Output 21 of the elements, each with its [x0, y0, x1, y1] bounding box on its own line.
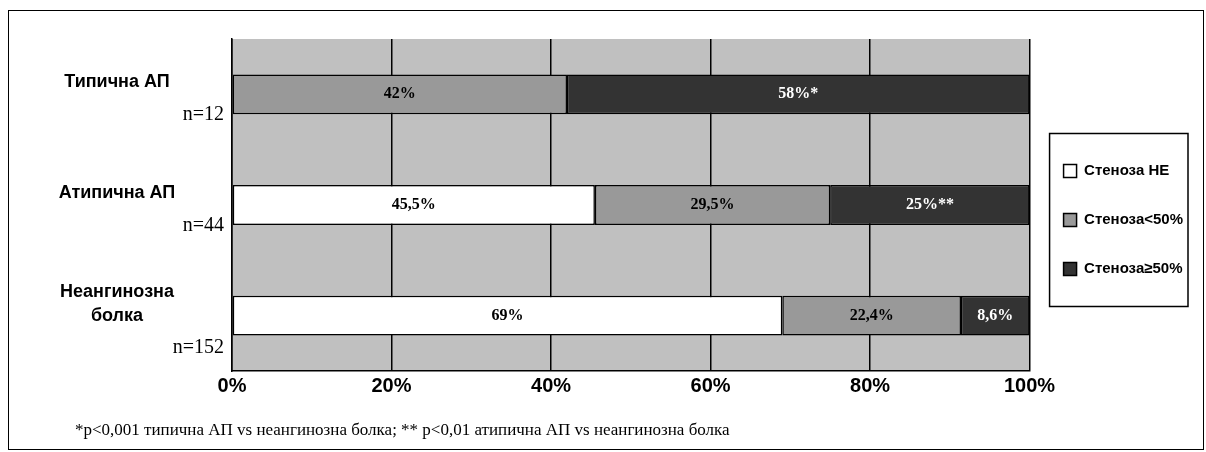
- data-label: 58%*: [778, 84, 819, 102]
- data-label: 25%**: [905, 195, 954, 213]
- data-label: 42%: [383, 84, 416, 102]
- legend-label: Стеноза≥50%: [1084, 259, 1183, 277]
- x-tick-label: 100%: [1003, 373, 1056, 396]
- data-label: 29,5%: [690, 195, 735, 213]
- x-tick-label: 20%: [371, 373, 412, 396]
- text: *p<0,001 типична АП vs неангинозна болка; ** p<0,01 атипична АП vs неангинозна болка: [75, 420, 731, 440]
- data-label: 69%: [491, 305, 524, 323]
- x-tick-label: 40%: [531, 373, 572, 396]
- data-label: 22,4%: [849, 305, 894, 323]
- legend-label: Стеноза<50%: [1084, 210, 1184, 228]
- x-tick-label: 80%: [850, 373, 891, 396]
- x-tick-label: 60%: [690, 373, 731, 396]
- data-label: 45,5%: [391, 195, 436, 213]
- x-tick-label: 0%: [217, 373, 247, 396]
- y-tick-label: Атипична АП n=44: [58, 181, 224, 235]
- data-label: 8,6%: [977, 305, 1014, 323]
- category-label: Неангинозна болка n=152: [60, 280, 224, 358]
- legend-label: Стеноза НЕ: [1084, 161, 1170, 179]
- y-tick-label: Типична АП n=12: [64, 71, 224, 124]
